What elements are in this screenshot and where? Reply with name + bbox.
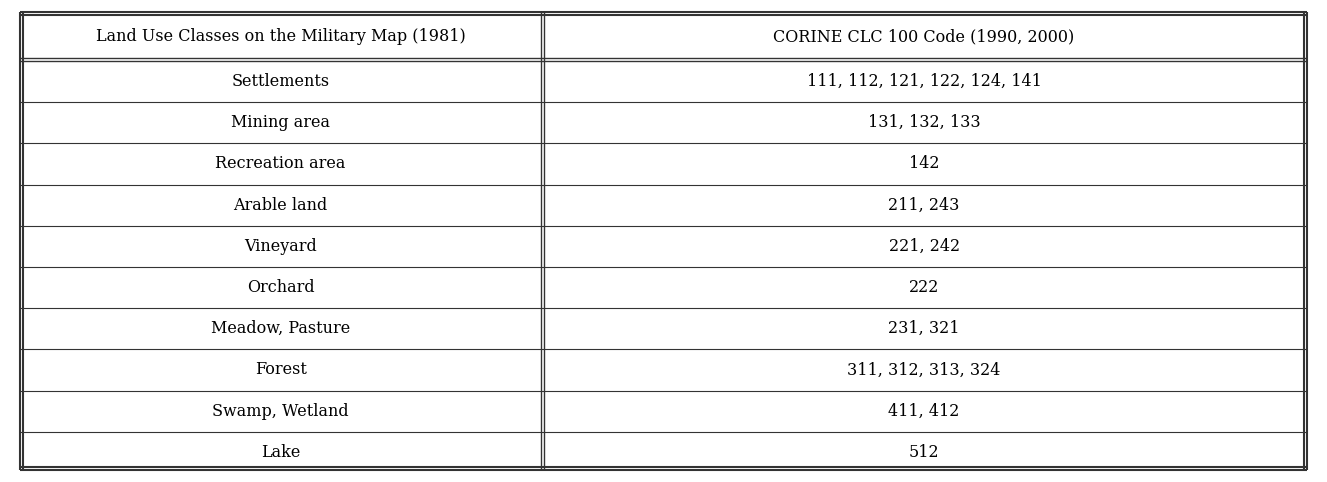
- Text: Vineyard: Vineyard: [244, 238, 317, 255]
- Text: CORINE CLC 100 Code (1990, 2000): CORINE CLC 100 Code (1990, 2000): [774, 28, 1075, 45]
- Text: 111, 112, 121, 122, 124, 141: 111, 112, 121, 122, 124, 141: [807, 73, 1042, 90]
- Text: Orchard: Orchard: [247, 279, 314, 296]
- Text: Settlements: Settlements: [231, 73, 329, 90]
- Text: 211, 243: 211, 243: [889, 197, 959, 214]
- Text: Meadow, Pasture: Meadow, Pasture: [211, 321, 350, 337]
- Text: 512: 512: [909, 444, 940, 461]
- Text: Mining area: Mining area: [231, 114, 330, 131]
- Text: 131, 132, 133: 131, 132, 133: [868, 114, 981, 131]
- Text: Swamp, Wetland: Swamp, Wetland: [212, 402, 349, 420]
- Text: Lake: Lake: [261, 444, 300, 461]
- Text: 222: 222: [909, 279, 940, 296]
- Text: Arable land: Arable land: [234, 197, 328, 214]
- Text: 411, 412: 411, 412: [889, 402, 959, 420]
- Text: 142: 142: [909, 156, 940, 173]
- Text: Forest: Forest: [255, 362, 307, 378]
- Text: Recreation area: Recreation area: [215, 156, 346, 173]
- Text: Land Use Classes on the Military Map (1981): Land Use Classes on the Military Map (19…: [96, 28, 466, 45]
- Text: 231, 321: 231, 321: [888, 321, 959, 337]
- Text: 311, 312, 313, 324: 311, 312, 313, 324: [848, 362, 1001, 378]
- Text: 221, 242: 221, 242: [889, 238, 959, 255]
